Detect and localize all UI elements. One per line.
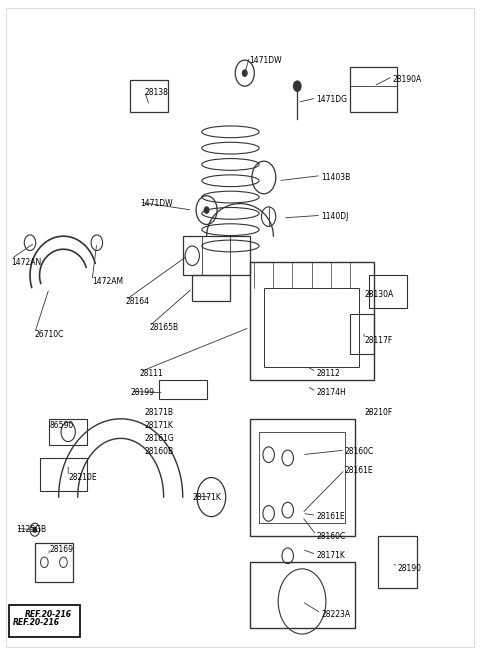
Bar <box>264 288 360 367</box>
Text: 28171K: 28171K <box>192 493 221 502</box>
Text: 28169: 28169 <box>49 545 73 553</box>
Text: 11403B: 11403B <box>321 173 350 182</box>
Text: REF.20-216: REF.20-216 <box>13 618 60 627</box>
Text: 28111: 28111 <box>140 369 164 378</box>
Text: 28130A: 28130A <box>364 290 393 299</box>
Bar <box>350 314 373 354</box>
Text: 28210F: 28210F <box>364 408 392 417</box>
Text: 1125GB: 1125GB <box>16 525 46 534</box>
Text: 28160C: 28160C <box>345 447 374 456</box>
Text: REF.20-216: REF.20-216 <box>25 610 72 619</box>
Text: 1140DJ: 1140DJ <box>321 212 348 221</box>
Bar <box>183 236 250 275</box>
Text: 28160B: 28160B <box>144 447 174 456</box>
Bar <box>159 380 206 400</box>
Bar <box>39 458 87 491</box>
Text: 28223A: 28223A <box>321 610 350 619</box>
Text: 28161E: 28161E <box>345 466 373 476</box>
Bar <box>250 262 373 380</box>
Bar <box>130 80 168 112</box>
Text: 28138: 28138 <box>144 88 168 97</box>
Text: 28171K: 28171K <box>316 552 345 560</box>
Circle shape <box>242 70 247 77</box>
Circle shape <box>33 527 36 533</box>
Text: 1471DW: 1471DW <box>140 199 172 208</box>
Text: 28171B: 28171B <box>144 408 174 417</box>
Bar <box>259 432 345 523</box>
Text: 28174H: 28174H <box>316 388 346 397</box>
Bar <box>49 419 87 445</box>
Text: 28199: 28199 <box>130 388 154 397</box>
Text: 28190A: 28190A <box>393 75 422 84</box>
Bar <box>250 419 355 536</box>
Text: 28160C: 28160C <box>316 532 346 541</box>
Bar <box>350 67 397 112</box>
Text: 28164: 28164 <box>125 297 149 306</box>
Bar <box>35 543 73 582</box>
Circle shape <box>293 81 301 92</box>
Bar <box>192 275 230 301</box>
Text: 1471DW: 1471DW <box>250 56 282 65</box>
Bar <box>369 275 407 308</box>
Text: 28210E: 28210E <box>68 473 97 482</box>
Text: 86590: 86590 <box>49 421 73 430</box>
Bar <box>250 562 355 627</box>
Text: 28112: 28112 <box>316 369 340 378</box>
Text: 28165B: 28165B <box>149 323 179 332</box>
Circle shape <box>204 207 209 214</box>
Text: 1472AN: 1472AN <box>11 258 41 267</box>
Text: 28161G: 28161G <box>144 434 174 443</box>
Text: 1471DG: 1471DG <box>316 95 348 103</box>
Text: 28117F: 28117F <box>364 336 392 345</box>
Text: 1472AM: 1472AM <box>92 277 123 286</box>
Text: 28171K: 28171K <box>144 421 173 430</box>
Text: 26710C: 26710C <box>35 329 64 339</box>
Text: 28190: 28190 <box>397 565 421 573</box>
Bar <box>378 536 417 588</box>
Text: 28161E: 28161E <box>316 512 345 521</box>
